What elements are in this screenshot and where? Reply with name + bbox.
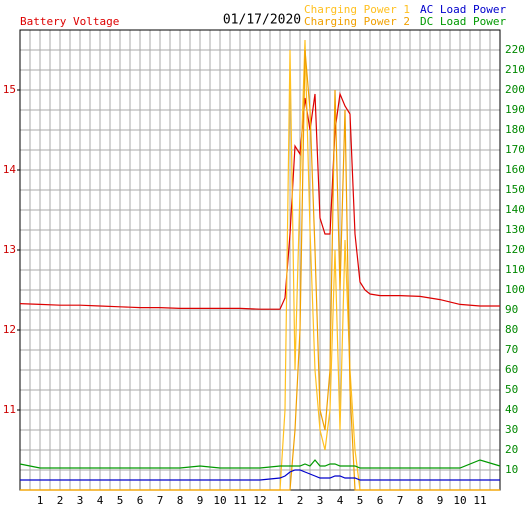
x-tick-label: 9 [197,494,204,507]
x-tick-label: 11 [473,494,486,507]
legend-entry: Battery Voltage [20,15,119,28]
x-tick-label: 7 [397,494,404,507]
y2-tick-label: 90 [505,303,518,316]
x-tick-label: 2 [297,494,304,507]
legend-entry: Charging Power 1 [304,3,410,16]
x-tick-label: 4 [97,494,104,507]
chart-title: 01/17/2020 [223,13,301,28]
y-tick-label: 11 [3,403,16,416]
series-line [19,91,500,310]
y2-tick-label: 70 [505,343,518,356]
y2-tick-label: 20 [505,443,518,456]
y2-tick-label: 170 [505,143,525,156]
y2-tick-label: 120 [505,243,525,256]
x-tick-label: 1 [37,494,44,507]
y-tick-label: 12 [3,323,16,336]
y2-tick-label: 200 [505,83,525,96]
x-tick-label: 6 [377,494,384,507]
x-tick-label: 2 [57,494,64,507]
x-tick-label: 4 [337,494,344,507]
y2-tick-label: 180 [505,123,525,136]
series-line [20,49,500,491]
legend-entry: DC Load Power [420,15,506,28]
y2-tick-label: 50 [505,383,518,396]
y2-tick-label: 210 [505,63,525,76]
x-tick-label: 12 [253,494,266,507]
series-line [20,469,500,481]
x-tick-label: 3 [317,494,324,507]
y-tick-label: 15 [3,83,16,96]
x-tick-label: 10 [213,494,226,507]
x-tick-label: 5 [117,494,124,507]
y2-tick-label: 190 [505,103,525,116]
x-tick-label: 8 [177,494,184,507]
x-tick-label: 7 [157,494,164,507]
x-tick-label: 5 [357,494,364,507]
y2-tick-label: 10 [505,463,518,476]
y-tick-label: 13 [3,243,16,256]
y2-tick-label: 220 [505,43,525,56]
legend-entry: AC Load Power [420,3,506,16]
legend-entry: Charging Power 2 [304,15,410,28]
y2-tick-label: 30 [505,423,518,436]
series-line [19,459,501,469]
x-tick-label: 6 [137,494,144,507]
y2-tick-label: 100 [505,283,525,296]
y2-tick-label: 60 [505,363,518,376]
x-tick-label: 9 [437,494,444,507]
x-tick-label: 8 [417,494,424,507]
y2-tick-label: 130 [505,223,525,236]
y2-tick-label: 80 [505,323,518,336]
y-tick-label: 14 [3,163,17,176]
x-tick-label: 10 [453,494,466,507]
y2-tick-label: 40 [505,403,518,416]
x-tick-label: 3 [77,494,84,507]
y2-tick-label: 140 [505,203,525,216]
y2-tick-label: 150 [505,183,525,196]
x-tick-label: 11 [233,494,246,507]
x-tick-label: 1 [277,494,284,507]
y2-tick-label: 160 [505,163,525,176]
y2-tick-label: 110 [505,263,525,276]
